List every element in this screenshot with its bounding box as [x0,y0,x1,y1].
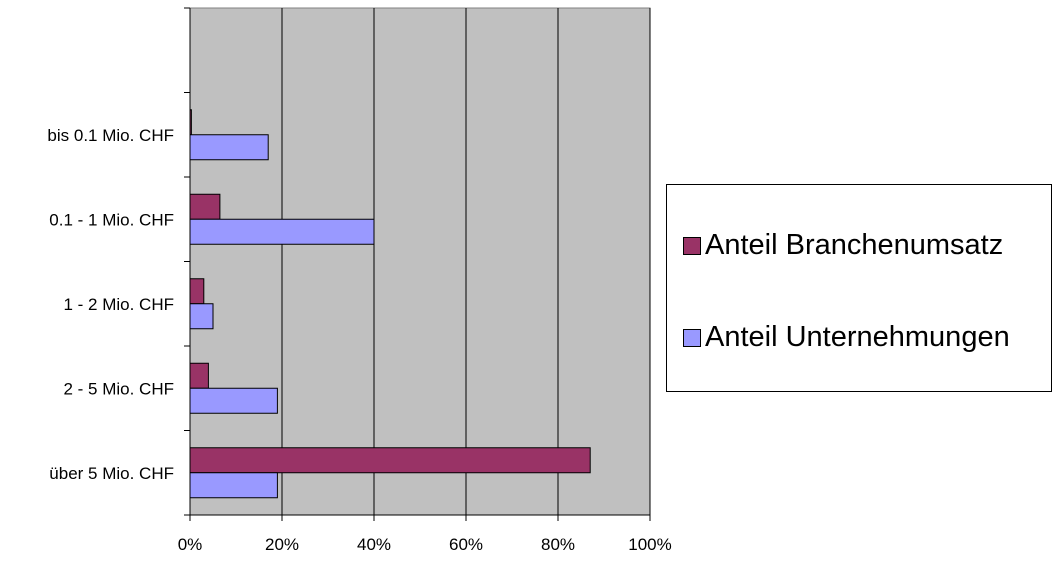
legend-item-unternehmungen: Anteil Unternehmungen [683,321,1010,354]
category-label: über 5 Mio. CHF [49,464,174,483]
x-tick-label: 60% [449,535,483,554]
legend-item-branchenumsatz: Anteil Branchenumsatz [683,229,1003,262]
legend-swatch-branchenumsatz [683,237,701,255]
legend: Anteil Branchenumsatz Anteil Unternehmun… [666,184,1052,392]
legend-label-branchenumsatz: Anteil Branchenumsatz [705,229,1003,262]
x-tick-label: 40% [357,535,391,554]
category-label: 0.1 - 1 Mio. CHF [49,210,174,229]
bar [190,304,213,329]
legend-swatch-unternehmungen [683,329,701,347]
x-tick-label: 0% [178,535,203,554]
bar [190,473,277,498]
category-label: 1 - 2 Mio. CHF [63,295,174,314]
plot-area [190,8,650,515]
bar [190,135,268,160]
bar [190,279,204,304]
bar [190,194,220,219]
bar [190,219,374,244]
x-tick-label: 80% [541,535,575,554]
x-tick-label: 100% [628,535,671,554]
bar [190,388,277,413]
category-label: bis 0.1 Mio. CHF [47,126,174,145]
bar [190,363,208,388]
category-label: 2 - 5 Mio. CHF [63,379,174,398]
bar [190,448,590,473]
x-tick-label: 20% [265,535,299,554]
legend-label-unternehmungen: Anteil Unternehmungen [705,321,1010,354]
